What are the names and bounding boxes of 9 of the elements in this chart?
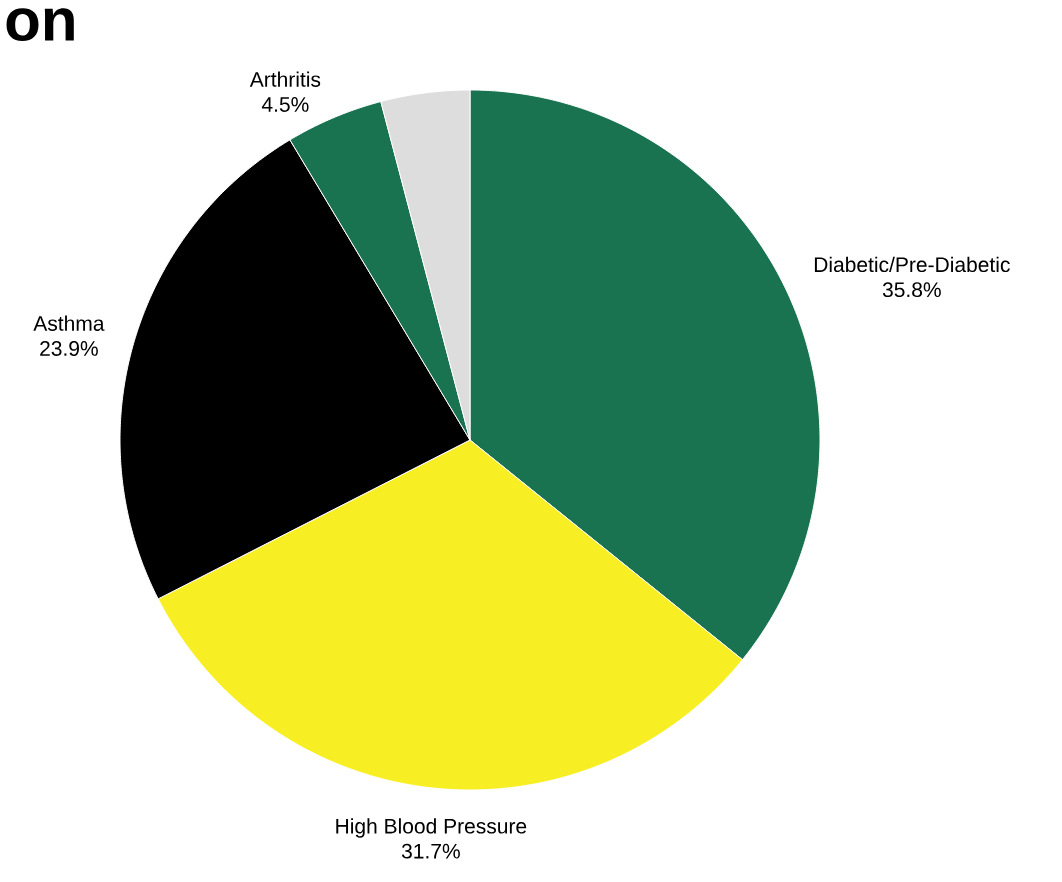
- data-label: 23.9%: [40, 341, 98, 356]
- slice-label: Arthritis: [249, 71, 321, 87]
- chart-title: on: [6, 8, 74, 42]
- data-label: 31.7%: [401, 843, 460, 859]
- data-label: 35.8%: [882, 282, 941, 298]
- data-label: 4.5%: [261, 97, 309, 112]
- slice-label: Asthma: [33, 315, 105, 331]
- slice-label: Diabetic/Pre-Diabetic: [814, 256, 1010, 273]
- slice-label: High Blood Pressure: [336, 818, 527, 838]
